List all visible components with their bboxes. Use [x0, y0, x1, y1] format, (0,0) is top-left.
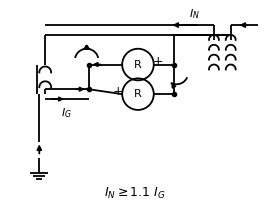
Text: +: +	[113, 85, 124, 98]
Text: +: +	[152, 55, 163, 68]
Text: R: R	[134, 60, 142, 70]
Text: $I_N$: $I_N$	[189, 7, 200, 21]
Text: R: R	[134, 89, 142, 99]
Text: $I_N \geq 1.1\ I_G$: $I_N \geq 1.1\ I_G$	[104, 186, 166, 201]
Text: $I_G$: $I_G$	[62, 106, 72, 120]
